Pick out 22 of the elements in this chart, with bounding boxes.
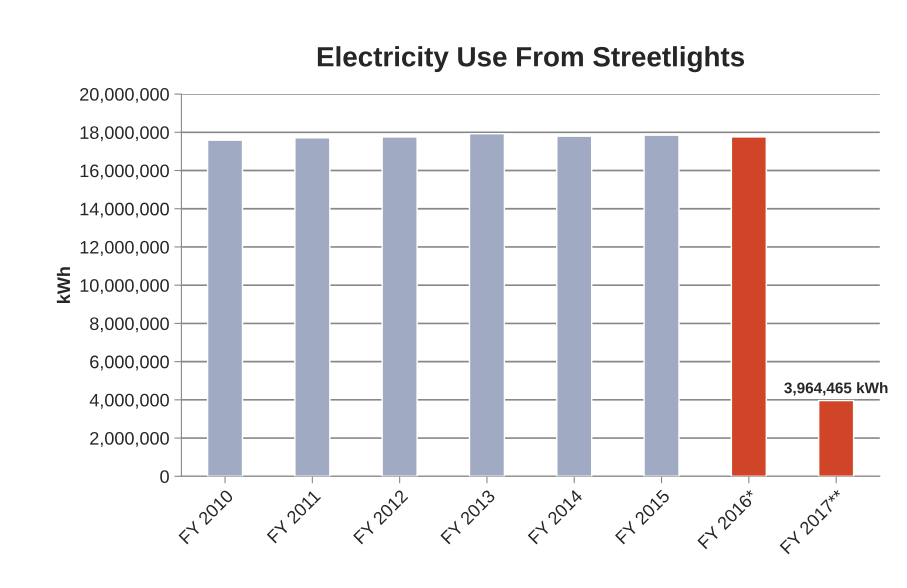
y-tick-label: 16,000,000 xyxy=(80,164,169,180)
bar xyxy=(468,132,506,476)
bar xyxy=(381,136,418,476)
y-tick-label: 6,000,000 xyxy=(90,356,169,370)
data-label: 3,964,465 kWh xyxy=(784,382,888,396)
bar xyxy=(643,134,680,476)
chart-title: Electricity Use From Streetlights xyxy=(318,46,744,72)
y-tick-label: 18,000,000 xyxy=(80,126,169,142)
y-tick-label: 2,000,000 xyxy=(90,432,169,447)
bar xyxy=(730,136,767,476)
y-tick-label: 20,000,000 xyxy=(80,88,169,103)
y-axis-title: kWh xyxy=(56,267,70,303)
y-tick-label: 8,000,000 xyxy=(90,317,169,332)
y-tick-label: 4,000,000 xyxy=(90,394,169,409)
y-tick-label: 12,000,000 xyxy=(80,240,169,256)
bar xyxy=(818,400,854,476)
y-tick-label: 14,000,000 xyxy=(80,202,169,218)
y-tick-label: 0 xyxy=(160,470,169,483)
bar xyxy=(294,137,331,476)
bar xyxy=(556,135,592,476)
y-tick-label: 10,000,000 xyxy=(80,279,169,294)
bar xyxy=(206,139,244,476)
